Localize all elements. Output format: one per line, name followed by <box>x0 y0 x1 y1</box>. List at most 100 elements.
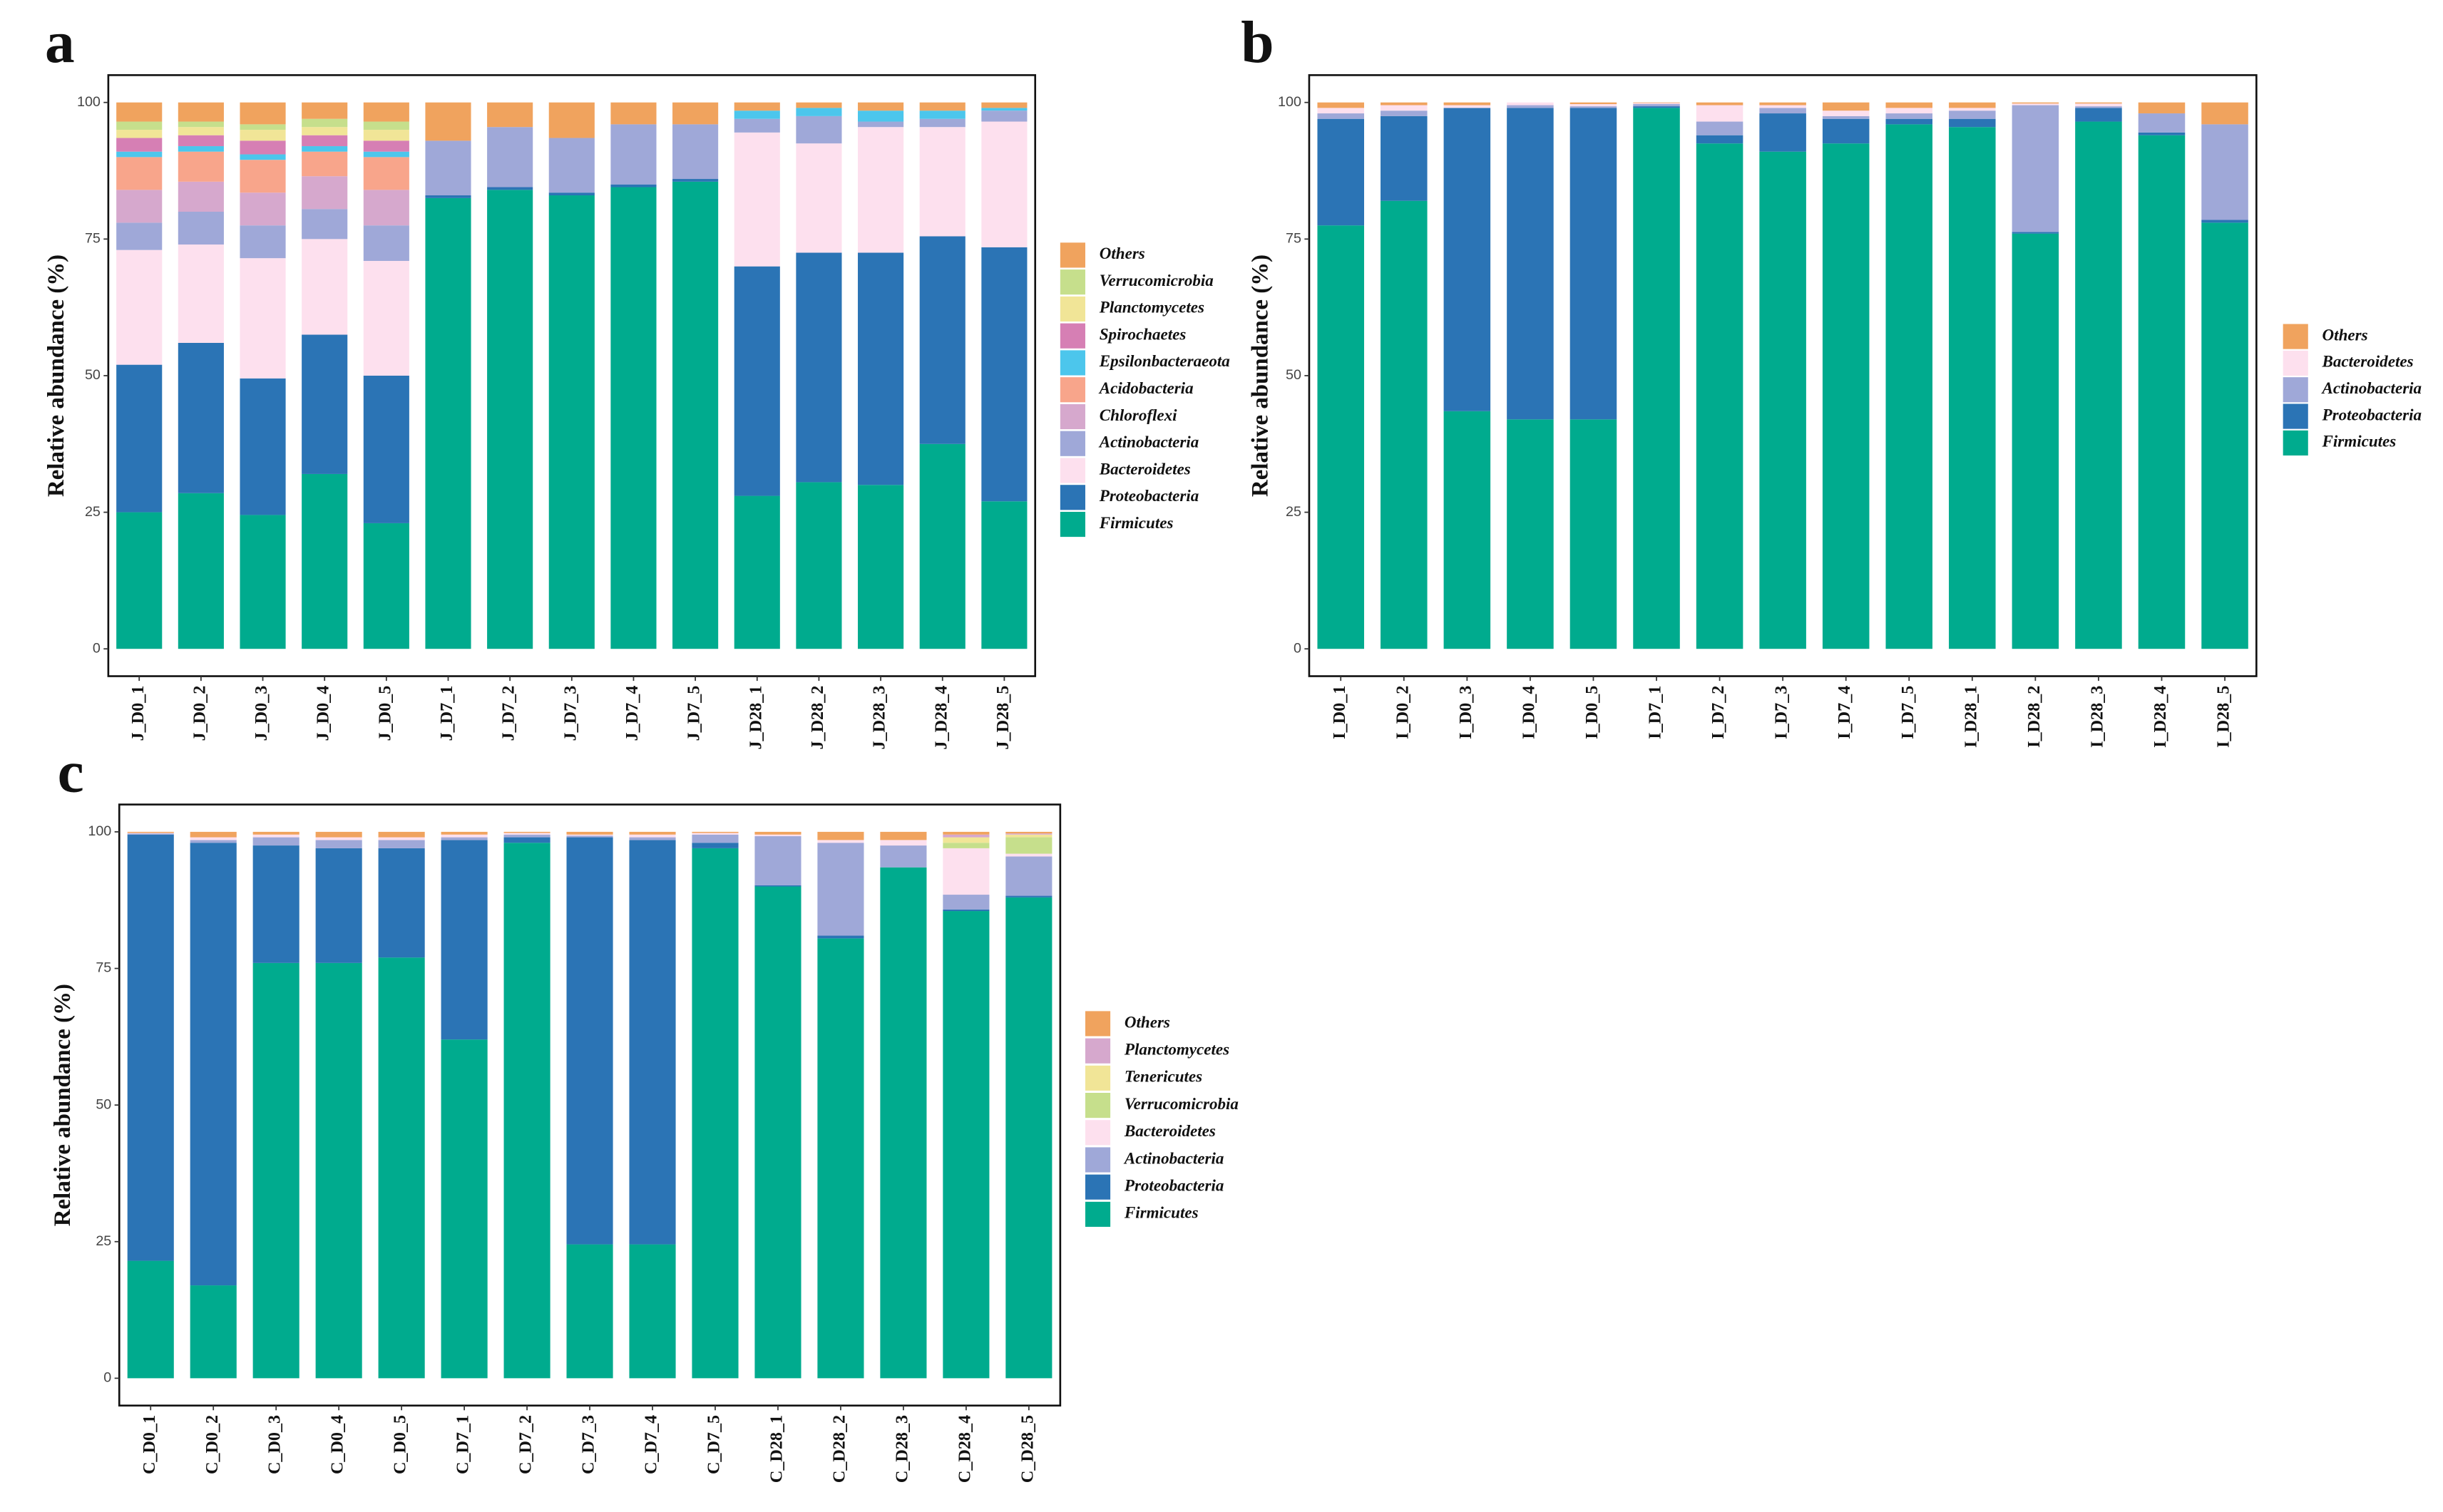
legend-label: Planctomycetes <box>1124 1039 1229 1058</box>
x-tick-label: I_D7_4 <box>1835 686 1854 739</box>
bar-segment <box>692 834 739 843</box>
bar-segment <box>240 124 286 130</box>
bar-segment <box>378 848 425 958</box>
x-tick-label: C_D0_1 <box>140 1415 159 1474</box>
legend-label: Proteobacteria <box>2322 405 2422 423</box>
bar-segment <box>2012 105 2059 232</box>
bar-segment <box>363 523 409 649</box>
x-tick-label: J_D7_2 <box>499 686 518 741</box>
bar-segment <box>1696 105 1743 122</box>
bar-segment <box>252 962 299 1379</box>
bar-segment <box>943 848 990 895</box>
bar-segment <box>302 239 348 335</box>
bar-segment <box>1885 102 1933 108</box>
legend-key <box>1060 323 1085 349</box>
bar-segment <box>178 121 224 128</box>
bar-segment <box>441 837 488 840</box>
bar-segment <box>692 833 739 835</box>
y-tick-label: 100 <box>77 94 101 110</box>
bar-segment <box>2012 103 2059 106</box>
x-tick-label: I_D0_2 <box>1393 686 1412 739</box>
bar-segment <box>378 837 425 840</box>
bar-segment <box>1507 102 1554 106</box>
legend-key <box>2283 377 2308 403</box>
bar-segment <box>629 837 676 840</box>
x-tick-label: C_D28_3 <box>892 1415 911 1483</box>
bar-segment <box>425 197 471 649</box>
bar-segment <box>1759 108 1806 114</box>
bar-segment <box>240 102 286 125</box>
bar-segment <box>116 190 163 223</box>
x-tick-label: C_D7_3 <box>579 1415 598 1474</box>
bar-segment <box>1507 108 1554 420</box>
chart-panel: b Relative abundance (%) 0 25 50 75 100 I_D0_1 I… <box>1241 10 2422 748</box>
bar-segment <box>672 124 719 180</box>
bar-segment <box>2075 102 2122 104</box>
y-tick-label: 0 <box>103 1370 111 1386</box>
legend-key <box>1060 296 1085 322</box>
bar-segment <box>817 938 864 1379</box>
bar-segment <box>1005 833 1053 835</box>
bar-segment <box>858 102 904 111</box>
bar-segment <box>302 176 348 210</box>
bar-segment <box>1569 419 1617 649</box>
legend-label: Bacteroidetes <box>2322 352 2414 371</box>
bar-segment <box>1443 105 1491 108</box>
x-tick-label: J_D7_4 <box>623 686 642 741</box>
bar-segment <box>981 501 1028 649</box>
x-tick-label: C_D0_5 <box>391 1415 410 1474</box>
bar-segment <box>240 192 286 226</box>
bar-segment <box>2075 106 2122 108</box>
legend-label: Acidobacteria <box>1098 379 1194 397</box>
legend-key <box>2283 403 2308 429</box>
legend-label: Proteobacteria <box>1099 486 1199 505</box>
bar-segment <box>734 132 780 267</box>
bar-segment <box>363 190 409 226</box>
y-axis-label: Relative abundance (%) <box>50 984 76 1226</box>
bar-segment <box>1885 108 1933 114</box>
bar-segment <box>1005 834 1053 838</box>
bar-segment <box>548 192 595 196</box>
bar-segment <box>629 1244 676 1379</box>
bar-segment <box>610 124 657 185</box>
x-tick-label: I_D7_5 <box>1898 686 1917 739</box>
panel-label: c <box>58 739 84 805</box>
bar-segment <box>1696 135 1743 144</box>
bar-segment <box>1381 110 1428 116</box>
bar-segment <box>2201 222 2248 649</box>
bar-segment <box>190 837 237 840</box>
x-tick-label: C_D0_2 <box>203 1415 222 1474</box>
bar-segment <box>240 225 286 259</box>
legend-label: Actinobacteria <box>1098 433 1199 451</box>
bar-segment <box>754 836 801 886</box>
bar-segment <box>190 831 237 838</box>
x-tick-label: I_D0_3 <box>1456 686 1475 739</box>
x-tick-label: J_D0_1 <box>128 686 148 741</box>
bar-segment <box>796 252 842 483</box>
bar-segment <box>252 831 299 835</box>
y-tick-label: 75 <box>85 231 101 247</box>
bar-segment <box>919 102 966 111</box>
x-tick-label: C_D7_4 <box>642 1415 661 1474</box>
bar-segment <box>178 151 224 182</box>
bar-segment <box>943 909 990 912</box>
bar-segment <box>302 146 348 152</box>
bar-segment <box>441 834 488 838</box>
y-tick-label: 25 <box>85 504 101 520</box>
bar-segment <box>1633 108 1680 649</box>
bar-segment <box>363 121 409 130</box>
bar-segment <box>1507 419 1554 649</box>
bar-segment <box>116 512 163 649</box>
bar-segment <box>378 957 425 1379</box>
legend-label: Verrucomicrobia <box>1100 271 1214 289</box>
bar-segment <box>1381 105 1428 111</box>
bar-segment <box>734 495 780 649</box>
bar-segment <box>1696 121 1743 135</box>
bar-segment <box>566 835 613 838</box>
bar-segment <box>610 187 657 649</box>
bar-segment <box>692 831 739 833</box>
y-axis-label: Relative abundance (%) <box>43 254 69 497</box>
bar-segment <box>425 102 471 141</box>
bar-segment <box>1696 102 1743 106</box>
bar-segment <box>610 184 657 187</box>
